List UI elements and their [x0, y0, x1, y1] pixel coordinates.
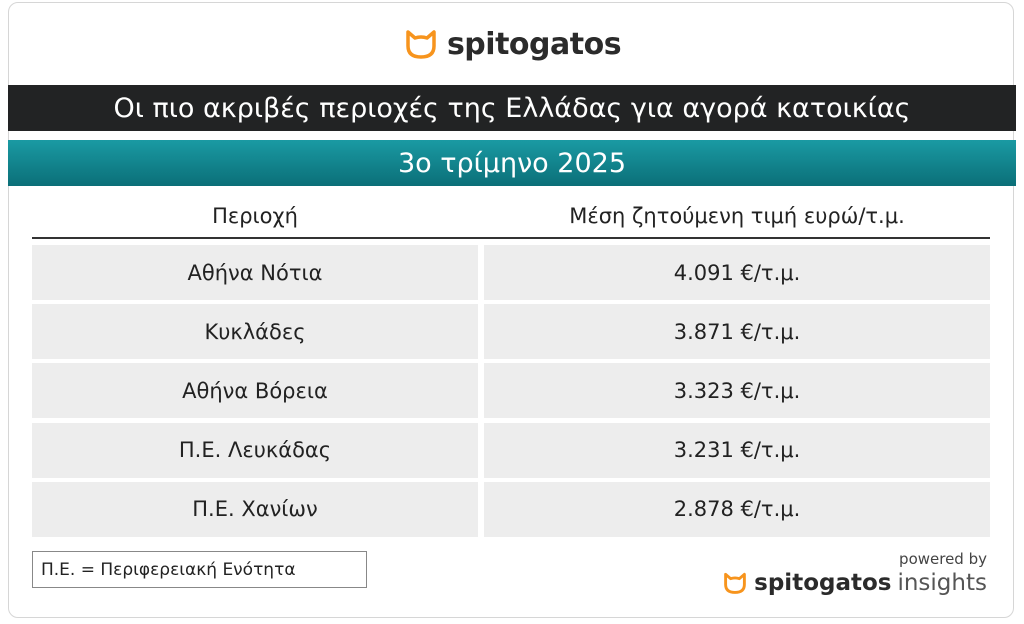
brand-suffix: insights [897, 570, 987, 596]
card [8, 2, 1014, 618]
brand-name: spitogatos [754, 570, 892, 596]
region-cell: Κυκλάδες [32, 304, 478, 360]
price-cell: 4.091 €/τ.μ. [484, 245, 990, 300]
region-cell: Π.Ε. Χανίων [32, 481, 478, 537]
subtitle: 3ο τρίμηνο 2025 [8, 140, 1016, 186]
price-cell: 3.323 €/τ.μ. [484, 363, 990, 419]
cat-icon [406, 30, 436, 59]
powered-by: powered by [899, 550, 987, 568]
region-cell: Αθήνα Νότια [32, 245, 478, 300]
logo-text: spitogatos [446, 26, 622, 62]
title: Οι πιο ακριβές περιοχές της Ελλάδας για … [8, 85, 1016, 131]
footnote: Π.Ε. = Περιφερειακή Ενότητα [32, 551, 367, 588]
region-cell: Π.Ε. Λευκάδας [32, 422, 478, 478]
brand: spitogatos insights [722, 570, 987, 596]
price-cell: 3.871 €/τ.μ. [484, 304, 990, 360]
logo: spitogatos [0, 24, 1024, 64]
column-header: Περιοχή [212, 204, 298, 228]
price-cell: 2.878 €/τ.μ. [484, 481, 990, 537]
cat-icon [724, 572, 746, 594]
column-header: Μέση ζητούμενη τιμή ευρώ/τ.μ. [569, 204, 905, 228]
price-cell: 3.231 €/τ.μ. [484, 422, 990, 478]
region-cell: Αθήνα Βόρεια [32, 363, 478, 419]
header-rule [32, 237, 990, 239]
